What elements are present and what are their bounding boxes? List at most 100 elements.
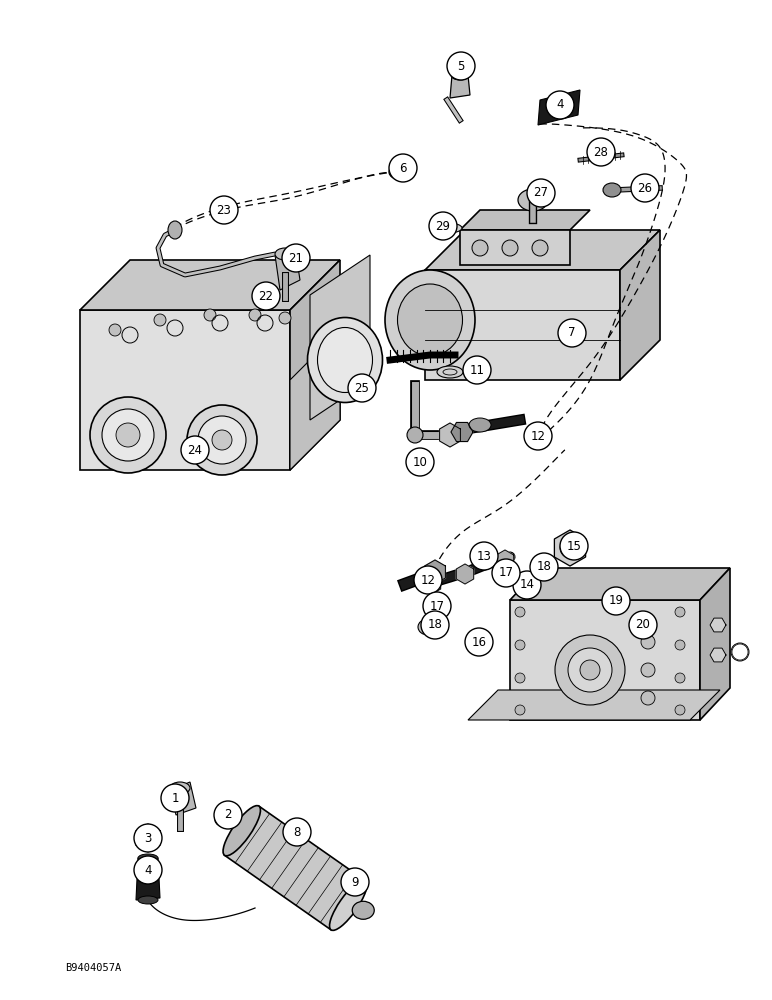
Text: 20: 20 [635, 618, 651, 632]
Circle shape [463, 356, 491, 384]
Text: 14: 14 [520, 578, 534, 591]
Circle shape [198, 416, 246, 464]
Circle shape [102, 409, 154, 461]
Circle shape [546, 91, 574, 119]
Text: 6: 6 [399, 161, 407, 174]
Polygon shape [425, 270, 620, 380]
Circle shape [580, 660, 600, 680]
Text: 10: 10 [412, 456, 428, 468]
Circle shape [515, 673, 525, 683]
Circle shape [249, 309, 261, 321]
Polygon shape [468, 690, 720, 720]
Polygon shape [425, 560, 445, 584]
Ellipse shape [407, 427, 423, 443]
Polygon shape [620, 230, 660, 380]
Text: 16: 16 [472, 636, 486, 648]
Polygon shape [538, 90, 580, 125]
Circle shape [470, 542, 498, 570]
Circle shape [204, 309, 216, 321]
Polygon shape [710, 648, 726, 662]
Polygon shape [450, 75, 470, 98]
Circle shape [587, 138, 615, 166]
Polygon shape [80, 260, 340, 310]
Polygon shape [136, 858, 160, 900]
Ellipse shape [168, 221, 182, 239]
Circle shape [524, 422, 552, 450]
Ellipse shape [138, 896, 158, 904]
Ellipse shape [317, 328, 373, 392]
Text: 3: 3 [144, 832, 151, 844]
Circle shape [530, 553, 558, 581]
Ellipse shape [170, 782, 190, 794]
Circle shape [555, 635, 625, 705]
Text: 8: 8 [293, 826, 300, 838]
Circle shape [675, 673, 685, 683]
Circle shape [421, 611, 449, 639]
Circle shape [283, 818, 311, 846]
Polygon shape [225, 806, 365, 930]
Polygon shape [460, 210, 590, 230]
Circle shape [732, 644, 748, 660]
Polygon shape [554, 530, 586, 566]
Circle shape [389, 154, 417, 182]
Circle shape [675, 640, 685, 650]
Text: 17: 17 [499, 566, 513, 580]
Circle shape [513, 571, 541, 599]
Polygon shape [425, 230, 660, 270]
Circle shape [282, 244, 310, 272]
Ellipse shape [469, 418, 491, 432]
Text: 5: 5 [457, 60, 465, 73]
Polygon shape [700, 568, 730, 720]
Text: B9404057A: B9404057A [65, 963, 121, 973]
Circle shape [279, 312, 291, 324]
Ellipse shape [275, 248, 295, 260]
Ellipse shape [434, 223, 462, 233]
Circle shape [161, 784, 189, 812]
Circle shape [515, 607, 525, 617]
Ellipse shape [518, 189, 548, 211]
Circle shape [675, 705, 685, 715]
Polygon shape [423, 574, 441, 594]
Polygon shape [510, 600, 700, 720]
Text: 18: 18 [537, 560, 551, 574]
Polygon shape [170, 782, 196, 815]
Circle shape [527, 179, 555, 207]
Ellipse shape [253, 292, 271, 302]
Circle shape [252, 282, 280, 310]
Ellipse shape [330, 880, 367, 930]
Text: 12: 12 [530, 430, 546, 442]
Text: 2: 2 [224, 808, 232, 822]
Circle shape [629, 611, 657, 639]
Polygon shape [80, 310, 290, 470]
Circle shape [134, 856, 162, 884]
Text: 11: 11 [469, 363, 485, 376]
Text: 25: 25 [354, 381, 370, 394]
Circle shape [423, 592, 451, 620]
Polygon shape [496, 550, 513, 570]
Polygon shape [439, 423, 460, 447]
Circle shape [560, 532, 588, 560]
Circle shape [472, 240, 488, 256]
Text: 9: 9 [351, 876, 359, 888]
Circle shape [210, 196, 238, 224]
Polygon shape [451, 422, 473, 442]
Text: 19: 19 [608, 594, 624, 607]
Polygon shape [290, 260, 340, 470]
Ellipse shape [138, 854, 158, 862]
Ellipse shape [603, 183, 621, 197]
Circle shape [406, 448, 434, 476]
Ellipse shape [731, 643, 749, 661]
Text: 13: 13 [476, 550, 492, 562]
Text: 7: 7 [568, 326, 576, 340]
Circle shape [341, 868, 369, 896]
Polygon shape [456, 564, 474, 584]
Text: 12: 12 [421, 574, 435, 586]
Circle shape [602, 587, 630, 615]
Text: 23: 23 [217, 204, 232, 217]
Text: 24: 24 [188, 444, 202, 456]
Text: 29: 29 [435, 220, 451, 232]
Circle shape [558, 319, 586, 347]
Circle shape [90, 397, 166, 473]
Polygon shape [710, 618, 726, 632]
Circle shape [465, 628, 493, 656]
